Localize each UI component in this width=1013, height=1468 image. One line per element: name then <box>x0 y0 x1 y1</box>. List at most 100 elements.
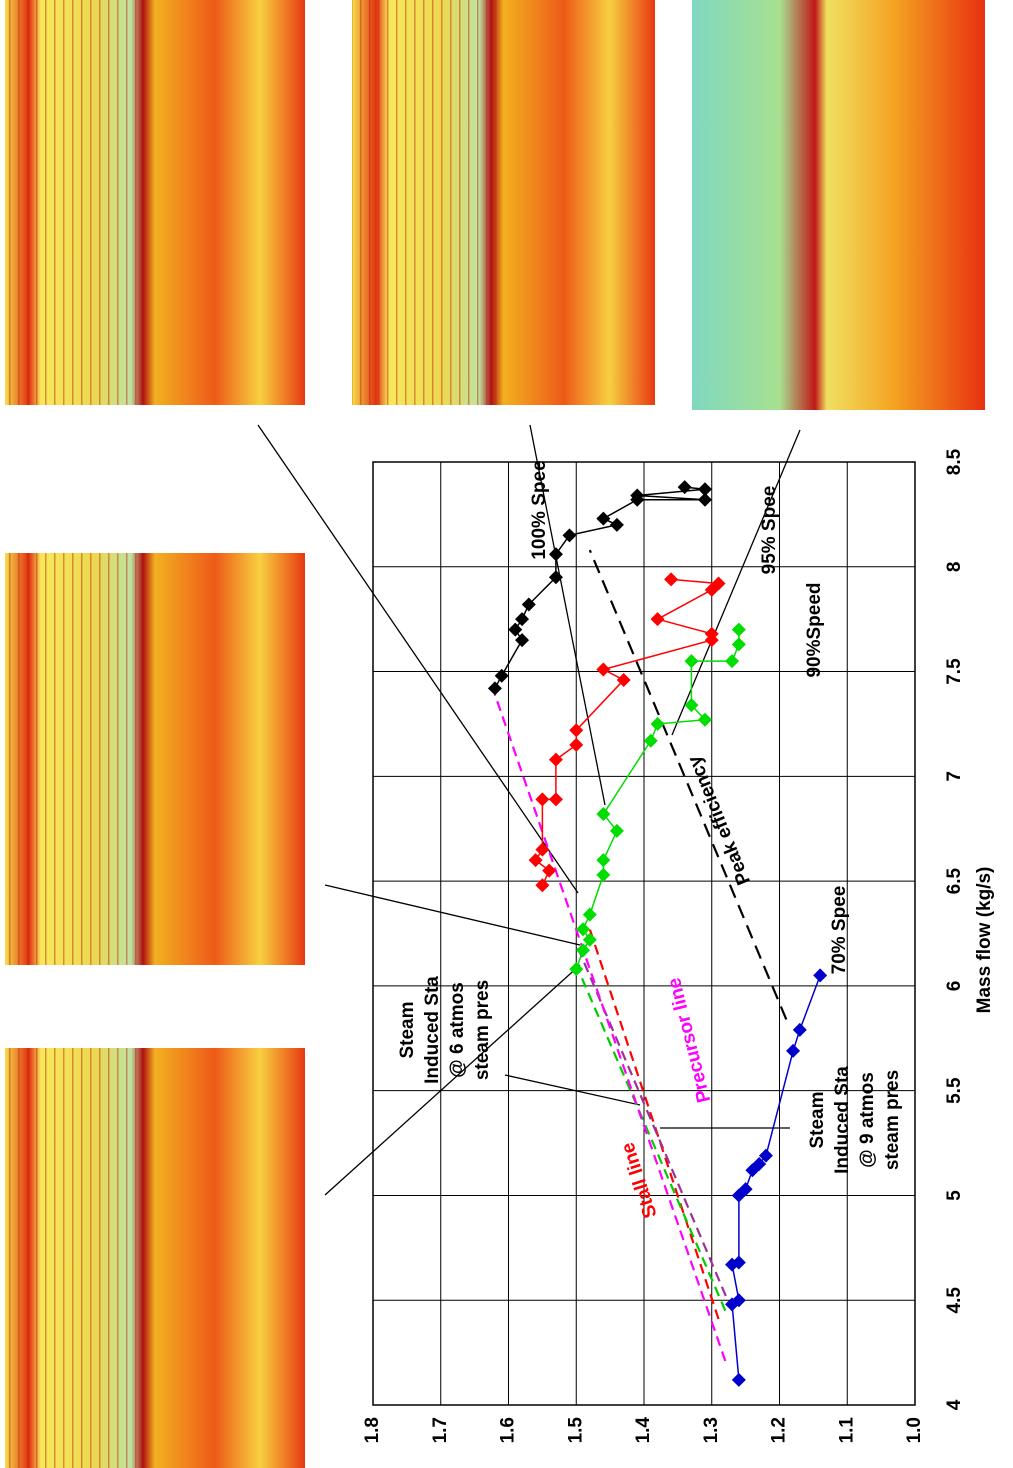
marker <box>535 842 550 857</box>
marker <box>548 752 563 767</box>
annotation: steam pres <box>882 1070 903 1170</box>
reference-line <box>575 943 734 1312</box>
marker <box>738 1182 753 1197</box>
marker <box>792 1022 807 1037</box>
marker <box>596 867 611 882</box>
callout-line <box>257 424 579 894</box>
marker <box>630 488 645 503</box>
spectrogram-texture <box>5 1048 145 1468</box>
marker <box>643 733 658 748</box>
marker <box>731 1372 746 1387</box>
callout-line <box>671 429 801 736</box>
reference-line <box>493 694 727 1362</box>
marker <box>562 528 577 543</box>
marker <box>758 1148 773 1163</box>
marker <box>731 622 746 637</box>
x-tick-label: 4 <box>944 1399 965 1410</box>
y-tick-label: 1.2 <box>769 1417 790 1443</box>
marker <box>596 511 611 526</box>
marker <box>548 792 563 807</box>
marker <box>515 612 530 627</box>
y-tick-label: 1.7 <box>430 1417 451 1443</box>
callout-line <box>504 1074 641 1106</box>
marker <box>684 654 699 669</box>
series-label: 95% Spee <box>759 486 780 575</box>
marker <box>616 672 631 687</box>
marker <box>697 482 712 497</box>
reference-label: Precursor line <box>664 976 715 1105</box>
marker <box>609 823 624 838</box>
marker <box>528 853 543 868</box>
spectrogram-texture <box>5 0 145 405</box>
reference-line <box>588 928 720 1320</box>
marker <box>508 622 523 637</box>
marker <box>582 932 597 947</box>
x-tick-label: 8 <box>944 561 965 572</box>
x-tick-label: 6.5 <box>944 867 965 894</box>
plot: 4 4.5 5 5.5 6 6.5 7 7.5 8 8.5 1.0 1.1 1.2 1.3 1.4 1.5 1.… <box>362 448 995 1443</box>
marker <box>521 597 536 612</box>
x-tick-label: 5.5 <box>944 1077 965 1104</box>
marker <box>664 572 679 587</box>
marker <box>731 1188 746 1203</box>
marker <box>569 723 584 738</box>
x-tick-label: 7.5 <box>944 658 965 685</box>
x-axis-label: Mass flow (kg/s) <box>974 867 995 1014</box>
x-tick-label: 8.5 <box>944 448 965 475</box>
series-label: 70% Spee <box>829 886 850 975</box>
series-line <box>731 975 821 1380</box>
annotation: @ 9 atmos <box>857 1072 878 1168</box>
annotation: Induced Sta <box>832 1066 853 1174</box>
marker <box>487 681 502 696</box>
series-line <box>534 578 721 886</box>
x-tick-label: 4.5 <box>944 1287 965 1314</box>
marker <box>535 792 550 807</box>
annotation: steam pres <box>472 980 493 1080</box>
marker <box>596 662 611 677</box>
series-label: 90%Speed <box>804 582 825 677</box>
marker <box>725 654 740 669</box>
marker <box>731 1255 746 1270</box>
callout-line <box>529 424 606 806</box>
marker <box>569 737 584 752</box>
marker <box>650 716 665 731</box>
marker <box>697 712 712 727</box>
marker <box>596 807 611 822</box>
annotation: Induced Sta <box>422 976 443 1084</box>
y-tick-label: 1.1 <box>836 1417 857 1444</box>
spectrogram-texture <box>5 553 145 965</box>
marker <box>752 1157 767 1172</box>
annotation: @ 6 atmos <box>447 982 468 1078</box>
y-tick-label: 1.5 <box>565 1417 586 1444</box>
y-tick-label: 1.6 <box>498 1417 519 1443</box>
marker <box>548 547 563 562</box>
callout-lines <box>257 424 801 1196</box>
marker <box>494 668 509 683</box>
marker <box>731 637 746 652</box>
reference-label: Stall line <box>617 1140 661 1221</box>
y-tick-label: 1.8 <box>362 1417 383 1443</box>
marker <box>684 698 699 713</box>
marker <box>731 1293 746 1308</box>
spectrogram <box>692 0 985 410</box>
spectrograms <box>5 0 985 1468</box>
callout-line <box>324 884 581 946</box>
marker <box>704 626 719 641</box>
x-tick-label: 6 <box>944 981 965 992</box>
marker <box>515 633 530 648</box>
reference-label: Peak efficiency <box>684 752 755 888</box>
marker <box>813 968 828 983</box>
marker <box>677 480 692 495</box>
x-tick-label: 5 <box>944 1190 965 1201</box>
reference-line <box>588 549 788 1020</box>
marker <box>535 878 550 893</box>
reference-line <box>575 964 727 1312</box>
marker <box>576 922 591 937</box>
marker <box>650 612 665 627</box>
y-tick-label: 1.0 <box>904 1417 925 1443</box>
marker <box>548 570 563 585</box>
marker <box>711 576 726 591</box>
marker <box>725 1297 740 1312</box>
plot-border <box>372 461 916 1406</box>
